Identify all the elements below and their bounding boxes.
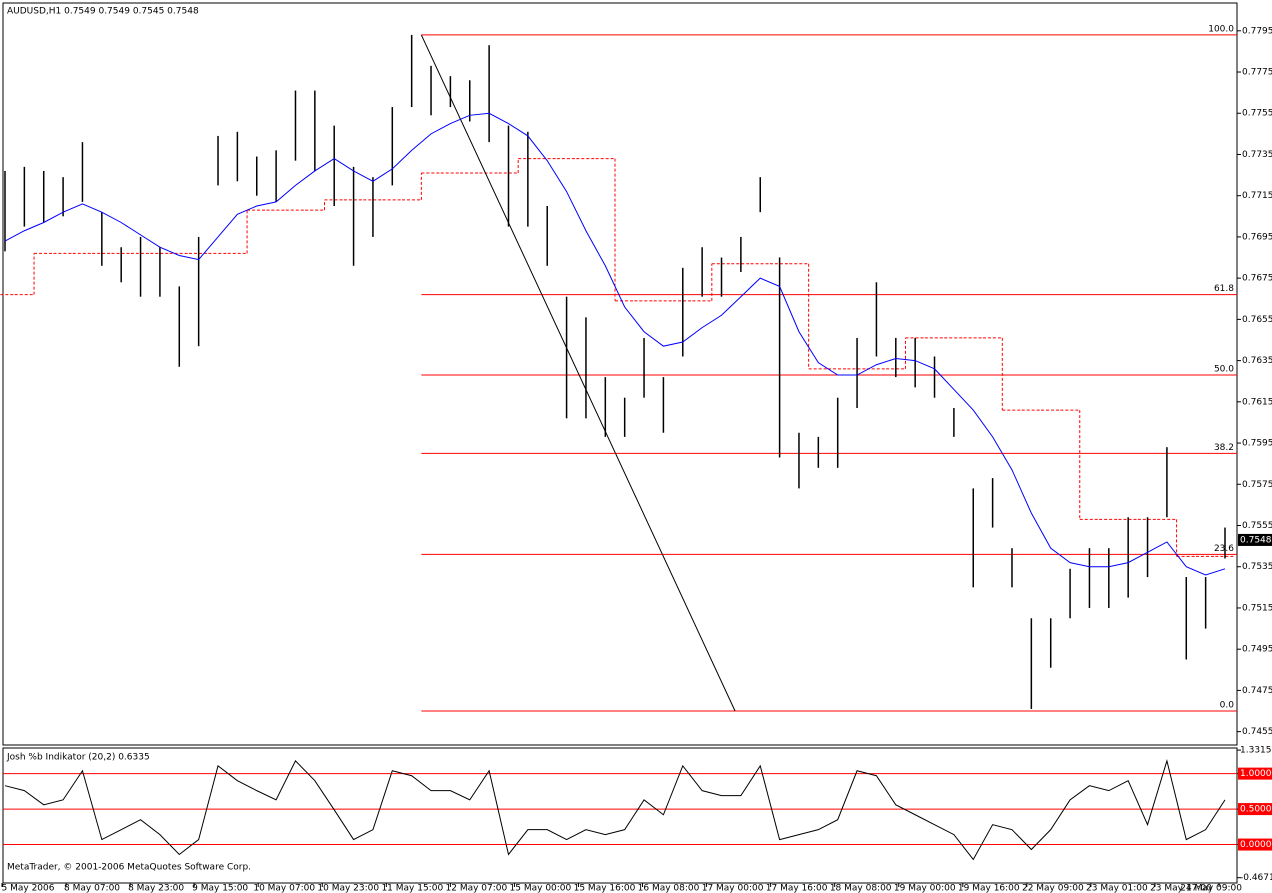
x-tick-label: 17 May 16:00 xyxy=(766,884,828,893)
last-price-box xyxy=(1238,533,1272,546)
x-tick-label: 5 May 2006 xyxy=(2,884,55,893)
level-label-box xyxy=(1238,838,1272,851)
x-tick-label: 19 May 00:00 xyxy=(894,884,956,893)
y-tick-label: 0.7535 xyxy=(1242,562,1272,572)
y-tick-label: 0.7515 xyxy=(1242,603,1272,613)
indicator-title: Josh %b Indikator (20,2) 0.6335 xyxy=(6,753,150,763)
y-tick-label: 0.7635 xyxy=(1242,356,1272,366)
y-tick-label: 0.7695 xyxy=(1242,232,1272,242)
y-tick-label: 0.7595 xyxy=(1242,439,1272,449)
y-tick-label: 0.7775 xyxy=(1242,68,1272,78)
moving-average xyxy=(4,112,1226,576)
y-tick-label: 0.7795 xyxy=(1242,26,1272,36)
y-tick-label: 0.7475 xyxy=(1242,686,1272,696)
x-tick-label: 8 May 07:00 xyxy=(64,884,120,893)
level-label-box xyxy=(1238,803,1272,816)
last-price-label: 0.7548 xyxy=(1240,535,1272,545)
x-tick-label: 15 May 00:00 xyxy=(510,884,572,893)
main-panel xyxy=(2,2,1238,746)
fib-label: 50.0 xyxy=(1214,365,1234,375)
footer: MetaTrader, © 2001-2006 MetaQuotes Softw… xyxy=(7,863,251,873)
x-tick-label: 22 May 09:00 xyxy=(1022,884,1084,893)
indicator-tick-label: -0.4671 xyxy=(1240,873,1272,883)
fib-label: 0.0 xyxy=(1220,701,1235,711)
indicator-line xyxy=(4,758,1226,861)
x-tick-label: 23 May 17:00 xyxy=(1150,884,1212,893)
y-tick-label: 0.7575 xyxy=(1242,480,1272,490)
y-tick-label: 0.7495 xyxy=(1242,645,1272,655)
fib-label: 23.6 xyxy=(1214,544,1234,554)
x-tick-label: 18 May 08:00 xyxy=(830,884,892,893)
x-tick-label: 24 May 09:00 xyxy=(1180,884,1242,893)
x-tick-label: 17 May 00:00 xyxy=(702,884,764,893)
x-tick-label: 10 May 23:00 xyxy=(317,884,379,893)
indicator-tick-label: 1.3315 xyxy=(1240,746,1272,756)
y-tick-label: 0.7615 xyxy=(1242,397,1272,407)
y-tick-label: 0.7675 xyxy=(1242,274,1272,284)
x-tick-label: 10 May 07:00 xyxy=(253,884,315,893)
fib-label: 61.8 xyxy=(1214,284,1234,294)
fib-label: 38.2 xyxy=(1214,443,1234,453)
x-tick-label: 15 May 16:00 xyxy=(574,884,636,893)
x-tick-label: 9 May 15:00 xyxy=(192,884,248,893)
x-tick-label: 16 May 08:00 xyxy=(638,884,700,893)
chart-title: AUDUSD,H1 0.7549 0.7549 0.7545 0.7548 xyxy=(7,7,199,17)
x-tick-label: 19 May 16:00 xyxy=(958,884,1020,893)
y-tick-label: 0.7455 xyxy=(1242,727,1272,737)
fib-label: 100.0 xyxy=(1208,24,1234,34)
x-tick-label: 8 May 23:00 xyxy=(128,884,184,893)
y-tick-label: 0.7555 xyxy=(1242,521,1272,531)
x-tick-label: 12 May 07:00 xyxy=(446,884,508,893)
x-tick-label: 23 May 01:00 xyxy=(1086,884,1148,893)
indicator-tick-label: 1.0000 xyxy=(1240,769,1272,779)
y-tick-label: 0.7655 xyxy=(1242,315,1272,325)
y-tick-label: 0.7755 xyxy=(1242,109,1272,119)
indicator-tick-label: 0.0000 xyxy=(1240,840,1272,850)
y-tick-label: 0.7715 xyxy=(1242,191,1272,201)
y-tick-label: 0.7735 xyxy=(1242,150,1272,160)
x-tick-label: 11 May 15:00 xyxy=(381,884,443,893)
indicator-panel xyxy=(2,747,1238,884)
level-label-box xyxy=(1238,767,1272,780)
indicator-tick-label: 0.5000 xyxy=(1240,805,1272,815)
trend-line xyxy=(420,34,736,712)
